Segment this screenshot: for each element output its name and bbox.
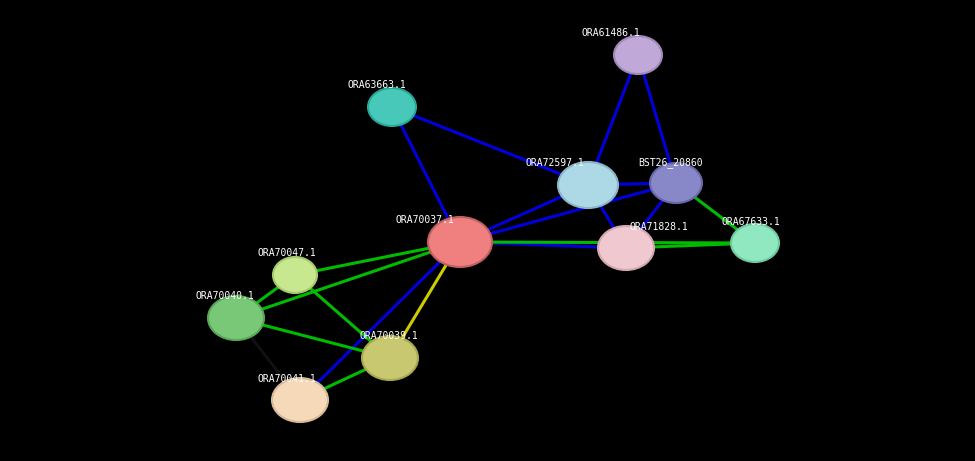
Ellipse shape	[273, 257, 317, 293]
Ellipse shape	[368, 88, 416, 126]
Ellipse shape	[731, 224, 779, 262]
Text: ORA61486.1: ORA61486.1	[582, 28, 641, 38]
Ellipse shape	[428, 217, 492, 267]
Ellipse shape	[598, 226, 654, 270]
Text: ORA71828.1: ORA71828.1	[630, 222, 688, 232]
Text: ORA70041.1: ORA70041.1	[258, 374, 317, 384]
Ellipse shape	[558, 162, 618, 208]
Ellipse shape	[614, 36, 662, 74]
Ellipse shape	[208, 296, 264, 340]
Text: ORA72597.1: ORA72597.1	[525, 158, 584, 168]
Text: BST26_20860: BST26_20860	[638, 157, 703, 168]
Text: ORA70037.1: ORA70037.1	[395, 215, 453, 225]
Text: ORA70040.1: ORA70040.1	[196, 291, 254, 301]
Ellipse shape	[362, 336, 418, 380]
Text: ORA63663.1: ORA63663.1	[348, 80, 407, 90]
Text: ORA70047.1: ORA70047.1	[258, 248, 317, 258]
Ellipse shape	[272, 378, 328, 422]
Text: ORA67633.1: ORA67633.1	[722, 217, 781, 227]
Ellipse shape	[650, 163, 702, 203]
Text: ORA70039.1: ORA70039.1	[360, 331, 418, 341]
